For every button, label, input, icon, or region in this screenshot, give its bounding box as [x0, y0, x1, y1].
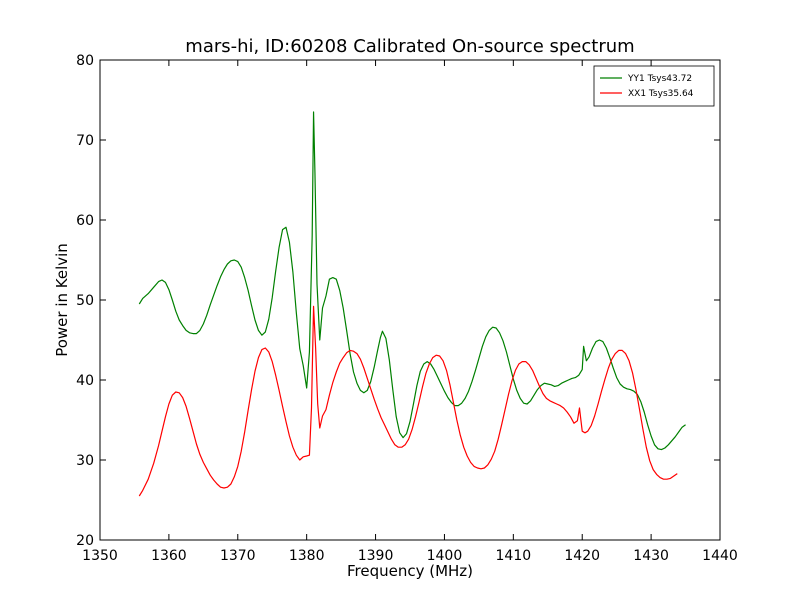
axes-group: 1350 1360 1370 1380 1390 1400 1410 1420 1430 1440… [76, 53, 738, 564]
chart-title: mars-hi, ID:60208 Calibrated On-source s… [185, 36, 634, 57]
y-tick-label: 20 [76, 533, 94, 549]
x-tick-label: 1410 [496, 548, 532, 564]
x-tick-label: 1350 [82, 548, 118, 564]
series-group [138, 111, 686, 497]
plot-area [100, 60, 720, 540]
legend-label: YY1 Tsys43.72 [627, 74, 692, 84]
y-tick-label: 50 [76, 293, 94, 309]
legend-label: XX1 Tsys35.64 [628, 89, 694, 99]
series-line-2 [138, 305, 678, 497]
x-tick-label: 1390 [358, 548, 394, 564]
x-tick-label: 1380 [289, 548, 325, 564]
x-tick-label: 1360 [151, 548, 187, 564]
series-line-1 [138, 111, 686, 451]
x-tick-label: 1400 [427, 548, 463, 564]
legend: YY1 Tsys43.72 XX1 Tsys35.64 [593, 65, 715, 107]
x-axis-title: Frequency (MHz) [347, 562, 473, 580]
y-axis-title: Power in Kelvin [53, 243, 71, 357]
x-tick-label: 1420 [564, 548, 600, 564]
y-tick-label: 70 [76, 133, 94, 149]
x-tick-label: 1370 [220, 548, 256, 564]
legend-box [593, 65, 715, 107]
plot-background [100, 60, 720, 540]
y-tick-label: 80 [76, 53, 94, 69]
y-tick-label: 60 [76, 213, 94, 229]
x-tick-label: 1430 [633, 548, 669, 564]
x-tick-label: 1440 [702, 548, 738, 564]
y-tick-label: 30 [76, 453, 94, 469]
y-tick-label: 40 [76, 373, 94, 389]
